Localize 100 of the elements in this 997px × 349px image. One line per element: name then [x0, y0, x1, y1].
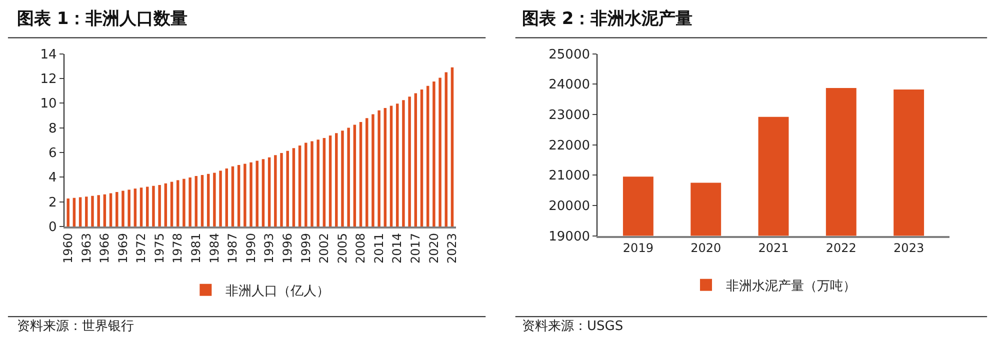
bar — [414, 93, 418, 226]
bar — [390, 106, 393, 226]
x-tick-label: 2005 — [335, 232, 350, 264]
x-tick-label: 1984 — [207, 232, 222, 264]
bar — [384, 108, 387, 226]
x-tick-label: 2021 — [758, 240, 789, 255]
x-tick-label: 2014 — [390, 232, 404, 264]
bar — [109, 193, 112, 226]
legend-label: 非洲水泥产量（万吨） — [726, 278, 856, 294]
y-tick-label: 0 — [48, 220, 57, 235]
bar — [402, 100, 405, 226]
x-tick-label: 2017 — [408, 232, 423, 264]
bar — [103, 194, 106, 226]
y-tick-label: 20000 — [548, 199, 590, 214]
bar — [244, 164, 246, 226]
bar — [250, 162, 252, 226]
bar — [335, 133, 338, 226]
bar — [72, 198, 76, 226]
bar — [256, 160, 258, 226]
bar — [420, 90, 424, 226]
bar — [347, 128, 350, 226]
bar — [225, 168, 228, 226]
bar — [310, 141, 314, 226]
y-tick-label: 14 — [40, 47, 57, 62]
bar — [426, 86, 430, 226]
bar — [262, 159, 265, 226]
bar — [231, 166, 234, 226]
bar — [450, 67, 454, 226]
x-tick-label: 1990 — [244, 232, 258, 264]
bar — [444, 72, 448, 226]
y-tick-label: 2 — [48, 195, 57, 210]
bar — [97, 195, 100, 226]
bar — [322, 138, 326, 226]
bar — [408, 96, 411, 226]
bar — [152, 186, 155, 226]
x-tick-label: 1975 — [152, 232, 166, 264]
x-tick-label: 1972 — [134, 232, 148, 264]
bar — [372, 114, 374, 226]
bar — [66, 198, 70, 226]
bar — [188, 177, 192, 226]
bar — [280, 153, 283, 226]
x-tick-label: 1996 — [280, 232, 294, 264]
bar — [194, 176, 198, 226]
text: 资料来源：世界银行 — [17, 319, 134, 334]
bar — [274, 155, 277, 226]
bar — [396, 104, 399, 226]
bar — [353, 124, 356, 226]
bar — [122, 190, 124, 226]
y-tick-label: 21000 — [548, 168, 590, 184]
y-tick-label: 22000 — [548, 138, 590, 154]
text: 资料来源：USGS — [522, 319, 624, 334]
x-tick-label: 2022 — [826, 240, 856, 255]
x-tick-label: 1966 — [98, 232, 112, 264]
x-tick-label: 2011 — [372, 232, 386, 264]
x-tick-label: 1969 — [116, 232, 130, 264]
x-tick-label: 2023 — [894, 240, 924, 255]
x-tick-label: 1963 — [79, 232, 94, 264]
bar — [359, 122, 362, 226]
bar — [213, 172, 216, 226]
x-tick-label: 2008 — [354, 232, 368, 264]
x-tick-label: 2002 — [317, 232, 332, 264]
x-tick-label: 2019 — [622, 240, 654, 255]
bar — [200, 175, 204, 226]
bar — [304, 142, 308, 226]
legend-label: 非洲人口（亿人） — [226, 284, 330, 299]
bar — [341, 130, 344, 226]
x-tick-label: 1993 — [262, 232, 276, 264]
y-tick-label: 19000 — [548, 229, 590, 244]
x-tick-label: 1987 — [226, 232, 240, 264]
x-tick-label: 1999 — [298, 232, 313, 264]
x-tick-label: 1960 — [61, 232, 75, 264]
chart-title: 图表 1：非洲人口数量 — [17, 9, 188, 29]
bar — [85, 196, 88, 226]
bar — [158, 185, 161, 226]
bar — [268, 157, 271, 226]
y-tick-label: 10 — [40, 96, 57, 112]
y-tick-label: 6 — [48, 146, 57, 161]
bar — [78, 197, 82, 226]
y-tick-label: 12 — [40, 72, 57, 87]
bar — [432, 82, 436, 226]
bar — [128, 190, 130, 226]
bar — [219, 170, 222, 226]
bar — [378, 110, 380, 226]
bar — [182, 178, 186, 226]
bar — [365, 118, 368, 226]
bar — [116, 192, 118, 226]
bar — [316, 140, 320, 226]
x-tick-label: 2023 — [445, 232, 460, 264]
y-tick-label: 25000 — [548, 47, 590, 62]
chart-title: 图表 2：非洲水泥产量 — [522, 9, 693, 29]
y-tick-label: 23000 — [548, 108, 590, 123]
bar — [91, 196, 94, 226]
bar — [286, 150, 289, 226]
bar — [237, 165, 240, 226]
y-tick-label: 4 — [48, 170, 57, 186]
y-tick-label: 24000 — [548, 78, 590, 93]
bar — [292, 148, 296, 226]
bar — [328, 136, 332, 226]
y-tick-label: 8 — [48, 121, 57, 136]
x-tick-label: 1978 — [170, 232, 185, 264]
